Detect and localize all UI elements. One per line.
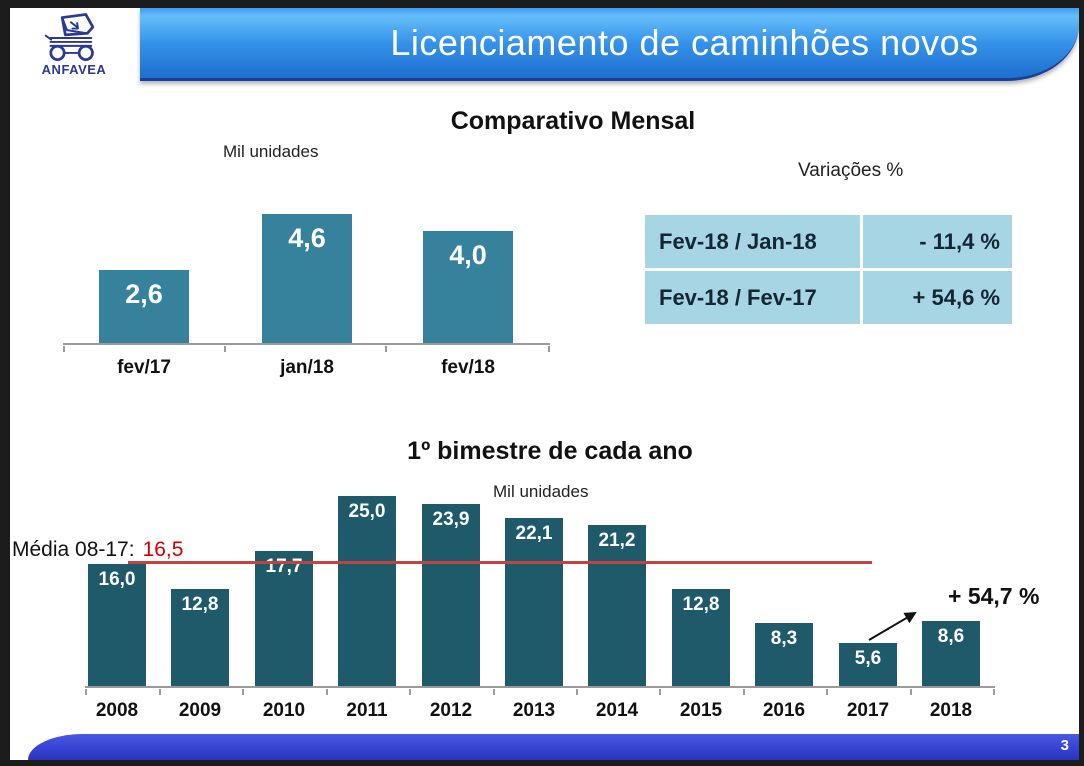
axis-tick: [159, 689, 161, 695]
yearly-chart-plot: 16,0 12,8 17,7 25,0 23,9 22,1 21,2 12,8 8,3 5,6 8,…: [85, 458, 995, 688]
page-title: Licenciamento de caminhões novos: [390, 22, 979, 63]
monthly-section-title: Comparativo Mensal: [450, 107, 696, 135]
bar-2014: 21,2: [588, 525, 646, 686]
axis-tick: [224, 346, 226, 352]
category-label-2009: 2009: [178, 700, 222, 721]
category-label-2018: 2018: [929, 700, 973, 721]
axis-tick: [576, 689, 578, 695]
bar-value-label: 4,6: [288, 223, 326, 253]
category-label-2010: 2010: [262, 700, 306, 721]
growth-annotation: + 54,7 %: [948, 583, 1040, 609]
category-label-2013: 2013: [512, 700, 556, 721]
monthly-bar-chart: 2,6 4,6 4,0 fev/17 jan/18 fev/18: [63, 205, 557, 380]
axis-tick: [409, 689, 411, 695]
axis-tick: [993, 689, 995, 695]
anfavea-logo-text: ANFAVEA: [41, 62, 107, 77]
anfavea-logo: ANFAVEA: [32, 12, 116, 80]
axis-tick: [743, 689, 745, 695]
axis-tick: [385, 346, 387, 352]
bar-fev/17: 2,6: [99, 270, 189, 343]
bar-value-label: 4,0: [449, 240, 487, 270]
slide: Licenciamento de caminhões novos ANFAVEA…: [10, 8, 1079, 760]
category-label-2015: 2015: [679, 700, 723, 721]
bar-value-label: 8,3: [770, 628, 798, 649]
bar-2009: 12,8: [171, 589, 229, 686]
variation-row-value: - 11,4 %: [863, 215, 1012, 268]
category-label-2014: 2014: [595, 700, 639, 721]
yearly-bar-chart: 16,0 12,8 17,7 25,0 23,9 22,1 21,2 12,8 8,3 5,6 8,…: [85, 458, 997, 728]
growth-arrow-icon: [868, 611, 917, 641]
bar-2008: 16,0: [88, 564, 146, 686]
axis-tick: [826, 689, 828, 695]
bar-value-label: 12,8: [181, 594, 219, 615]
average-line: [128, 561, 872, 564]
bar-2012: 23,9: [422, 504, 480, 686]
axis-tick: [242, 689, 244, 695]
category-label-fev/18: fev/18: [441, 357, 495, 378]
bar-value-label: 16,0: [98, 569, 136, 590]
average-label-text: Média 08-17:: [12, 538, 135, 561]
bar-value-label: 2,6: [125, 279, 163, 309]
axis-tick: [493, 689, 495, 695]
average-value: 16,5: [142, 538, 184, 561]
bar-fev/18: 4,0: [423, 231, 513, 343]
bar-value-label: 25,0: [348, 501, 386, 522]
header-bar: Licenciamento de caminhões novos: [140, 8, 1079, 81]
variations-table: Fev-18 / Jan-18 - 11,4 % Fev-18 / Fev-17…: [645, 215, 1012, 324]
monthly-chart-plot: 2,6 4,6 4,0: [63, 205, 550, 345]
bar-2016: 8,3: [755, 623, 813, 686]
axis-tick: [326, 689, 328, 695]
axis-tick: [910, 689, 912, 695]
yearly-units-label: Mil unidades: [493, 482, 589, 501]
category-label-2016: 2016: [762, 700, 806, 721]
yearly-section-title: 1º bimestre de cada ano: [407, 437, 693, 465]
axis-tick: [85, 689, 87, 695]
axis-tick: [63, 346, 65, 352]
category-label-2012: 2012: [429, 700, 473, 721]
truck-logo-icon: [44, 13, 95, 61]
variation-row-value: + 54,6 %: [863, 271, 1012, 324]
variation-row-label: Fev-18 / Fev-17: [645, 271, 860, 324]
category-label-2011: 2011: [346, 700, 388, 721]
category-label-fev/17: fev/17: [117, 357, 171, 378]
bar-2010: 17,7: [255, 551, 313, 686]
average-label: Média 08-17: 16,5: [12, 538, 183, 562]
category-label-jan/18: jan/18: [280, 357, 334, 378]
bar-value-label: 8,6: [937, 626, 965, 647]
bar-2017: 5,6: [839, 643, 897, 686]
bar-2015: 12,8: [672, 589, 730, 686]
bar-jan/18: 4,6: [262, 214, 352, 343]
bar-value-label: 23,9: [432, 509, 470, 530]
bar-2013: 22,1: [505, 518, 563, 686]
category-label-2008: 2008: [95, 700, 139, 721]
bar-value-label: 17,7: [265, 556, 303, 577]
monthly-units-label: Mil unidades: [223, 142, 319, 161]
bar-2018: 8,6: [922, 621, 980, 686]
axis-tick: [548, 346, 550, 352]
bar-value-label: 12,8: [682, 594, 720, 615]
category-label-2017: 2017: [846, 700, 890, 721]
variations-title: Variações %: [798, 160, 904, 181]
variation-row-label: Fev-18 / Jan-18: [645, 215, 860, 268]
footer-bar: 3: [28, 734, 1079, 760]
bar-value-label: 22,1: [515, 523, 553, 544]
axis-tick: [659, 689, 661, 695]
bar-value-label: 5,6: [854, 648, 882, 669]
page-number: 3: [1060, 737, 1069, 754]
bar-value-label: 21,2: [598, 530, 636, 551]
bar-2011: 25,0: [338, 496, 396, 686]
